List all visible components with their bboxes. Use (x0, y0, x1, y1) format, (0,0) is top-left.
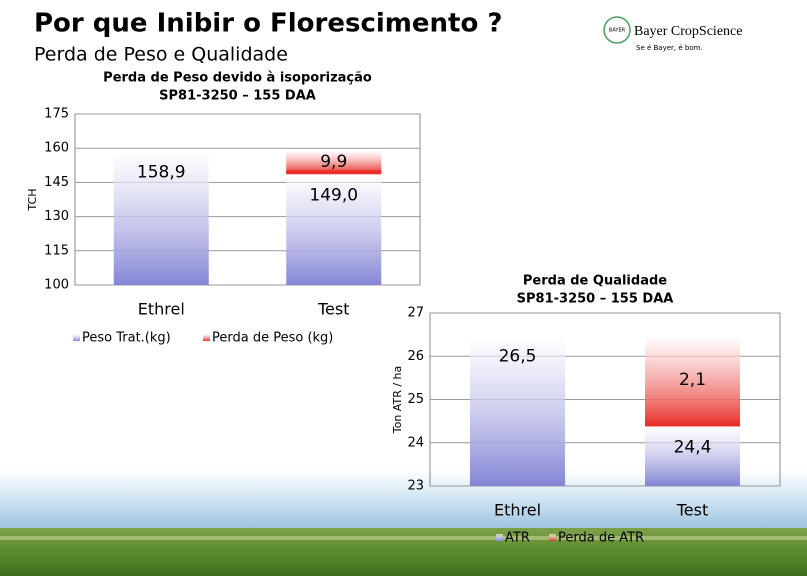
value-label: 26,5 (499, 347, 537, 367)
chart-title: Perda de Qualidade (523, 274, 667, 289)
logo-mark: BAYER (609, 28, 626, 34)
field-line (0, 536, 807, 540)
value-label: 9,9 (320, 152, 347, 172)
segment-edge (286, 170, 382, 175)
logo: BAYER Bayer CropScience Se é Bayer, é bo… (603, 16, 742, 52)
y-tick-label: 115 (44, 243, 69, 258)
y-tick-label: 23 (407, 479, 424, 494)
logo-circle (603, 16, 631, 44)
bar-segment (645, 334, 740, 426)
y-tick-label: 175 (44, 107, 69, 122)
legend-label: Perda de ATR (558, 531, 644, 546)
bar-segment (470, 334, 565, 486)
logo-tagline: Se é Bayer, é bom. (636, 44, 703, 52)
segment-edge (645, 422, 740, 427)
y-tick-label: 145 (44, 175, 69, 190)
y-tick-label: 26 (407, 349, 424, 364)
legend-swatch (73, 334, 80, 341)
y-tick-label: 24 (407, 435, 424, 450)
legend-label: ATR (505, 531, 530, 546)
value-label: 2,1 (679, 370, 706, 390)
chart-subtitle: SP81-3250 – 155 DAA (517, 292, 674, 307)
x-tick-label: Ethrel (494, 501, 541, 520)
x-tick-label: Ethrel (138, 300, 185, 319)
logo-text: Bayer CropScience (634, 24, 742, 39)
legend-swatch (496, 534, 503, 541)
y-tick-label: 130 (44, 209, 69, 224)
slide-subtitle: Perda de Peso e Qualidade (34, 44, 288, 66)
bar-segment (286, 173, 382, 285)
value-label: 24,4 (674, 437, 712, 457)
y-tick-label: 25 (407, 392, 424, 407)
bar-segment (113, 150, 209, 285)
x-tick-label: Test (317, 300, 350, 319)
x-tick-label: Test (676, 501, 709, 520)
chart-title: Perda de Peso devido à isoporização (103, 71, 372, 86)
y-axis-label: TCH (26, 188, 39, 211)
bar-segment (286, 150, 382, 174)
value-label: 149,0 (309, 185, 358, 205)
legend-label: Peso Trat.(kg) (82, 331, 171, 346)
chart-subtitle: SP81-3250 – 155 DAA (159, 89, 316, 104)
legend-swatch (549, 534, 556, 541)
value-label: 158,9 (137, 163, 186, 183)
legend-label: Perda de Peso (kg) (212, 331, 333, 346)
y-axis-label: Ton ATR / ha (391, 366, 404, 435)
slide-title: Por que Inibir o Florescimento ? (34, 9, 502, 39)
bar-segment (645, 425, 740, 486)
y-tick-label: 27 (407, 306, 424, 321)
legend-swatch (203, 334, 210, 341)
y-tick-label: 100 (44, 278, 69, 293)
y-tick-label: 160 (44, 141, 69, 156)
grass (0, 528, 807, 576)
